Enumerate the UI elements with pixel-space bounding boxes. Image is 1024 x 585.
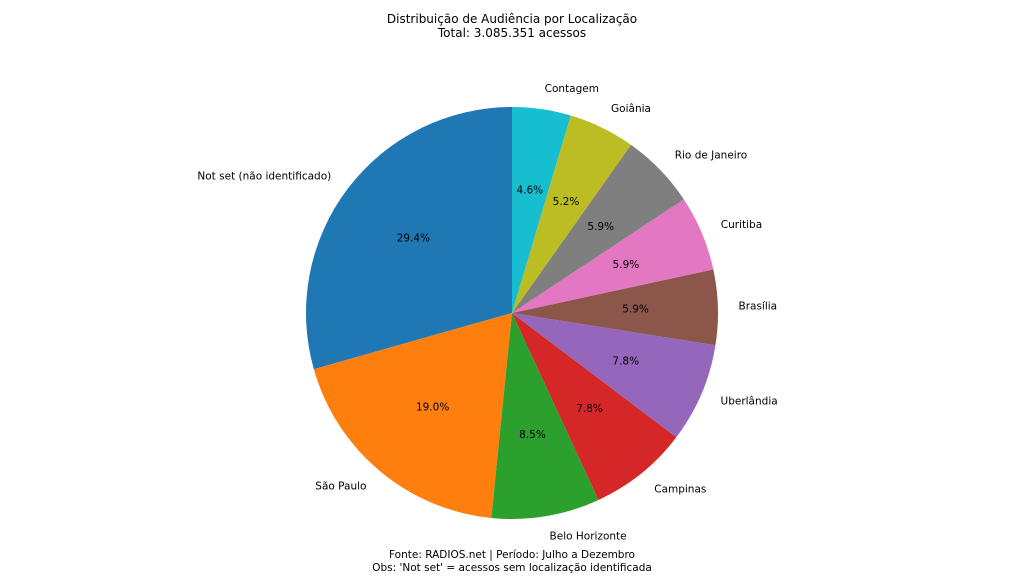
slice-label: Uberlândia	[721, 396, 778, 408]
slice-label: Brasília	[739, 301, 778, 313]
slice-percent-label: 7.8%	[576, 403, 603, 415]
slice-percent-label: 5.2%	[553, 196, 580, 208]
slice-label: Campinas	[654, 483, 706, 495]
slice-percent-label: 29.4%	[397, 232, 430, 244]
slice-percent-label: 19.0%	[416, 402, 449, 414]
footer-source: Fonte: RADIOS.net | Período: Julho a Dez…	[389, 549, 635, 561]
slice-label: Curitiba	[721, 219, 762, 231]
slice-label: Rio de Janeiro	[675, 149, 748, 161]
pie-slice	[512, 313, 716, 438]
pie-slice	[512, 115, 631, 313]
chart-subtitle: Total: 3.085.351 acessos	[437, 26, 587, 40]
slice-label: São Paulo	[315, 481, 366, 493]
slice-percent-label: 8.5%	[519, 429, 546, 441]
pie-slice	[491, 313, 599, 519]
slice-percent-label: 7.8%	[612, 355, 639, 367]
slice-label: Goiânia	[611, 103, 651, 115]
chart-title: Distribuição de Audiência por Localizaçã…	[386, 12, 638, 26]
pie-slice	[313, 313, 512, 518]
slice-label: Contagem	[545, 83, 599, 95]
slice-label: Belo Horizonte	[550, 530, 627, 542]
pie-slice	[512, 199, 714, 313]
pie-slice	[512, 313, 677, 500]
slice-label: Not set (não identificado)	[197, 170, 331, 182]
footer-note: Obs: 'Not set' = acessos sem localização…	[372, 562, 652, 574]
pie-slice	[512, 144, 684, 313]
slice-percent-label: 5.9%	[622, 304, 649, 316]
slice-percent-label: 5.9%	[613, 259, 640, 271]
pie-slice	[512, 107, 571, 313]
slice-percent-label: 4.6%	[516, 185, 543, 197]
slice-percent-label: 5.9%	[587, 221, 614, 233]
pie-slice	[512, 269, 718, 346]
pie-slice	[306, 107, 512, 370]
